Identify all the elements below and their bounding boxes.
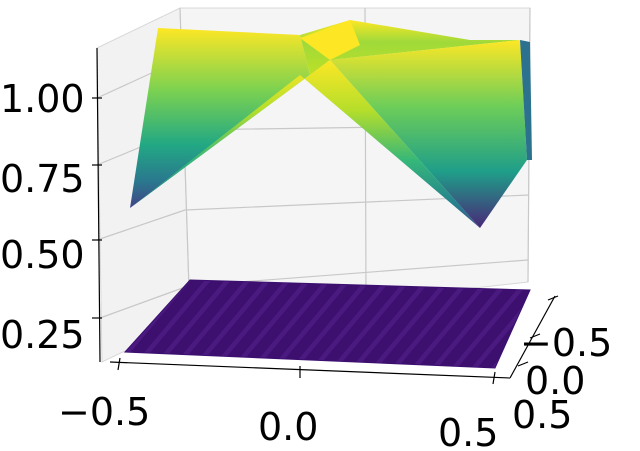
- y-tick-label: 0.0: [525, 359, 585, 403]
- grid-line: [99, 285, 189, 319]
- tick-mark: [547, 295, 559, 301]
- tick-marks: [92, 97, 559, 385]
- y-tick-labels: −0.5 0.0 0.5: [512, 321, 612, 437]
- tick-mark: [492, 371, 496, 385]
- z-tick-labels: 1.00 0.75 0.50 0.25: [0, 77, 85, 357]
- z-axis-line: [96, 47, 101, 363]
- z-tick-label: 0.75: [0, 157, 85, 201]
- floor-contour: [123, 279, 531, 369]
- x-tick-label: 0.0: [258, 405, 318, 449]
- tick-mark: [517, 361, 529, 367]
- z-tick-label: 0.50: [0, 233, 85, 277]
- x-tick-label: −0.5: [58, 390, 150, 434]
- surface-face-left: [130, 28, 330, 208]
- surface-peak: [300, 20, 360, 60]
- y-tick-label: 0.5: [512, 393, 572, 437]
- x-tick-labels: −0.5 0.0 0.5: [58, 390, 498, 451]
- y-tick-label: −0.5: [520, 321, 612, 365]
- z-tick-label: 1.00: [0, 77, 85, 121]
- surface-face-right-edge: [520, 40, 532, 160]
- tick-mark: [117, 357, 121, 371]
- tick-mark: [529, 333, 541, 339]
- surface: [130, 20, 532, 228]
- z-tick-label: 0.25: [0, 313, 85, 357]
- x-axis-line: [109, 361, 511, 379]
- x-tick-label: 0.5: [438, 411, 498, 451]
- grid-line: [96, 209, 186, 241]
- surface-face-right: [330, 40, 527, 228]
